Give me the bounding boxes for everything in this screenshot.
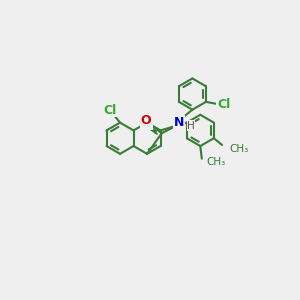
Text: N: N — [174, 116, 184, 128]
Text: CH₃: CH₃ — [206, 157, 226, 167]
Text: N: N — [142, 116, 152, 129]
Text: CH₃: CH₃ — [229, 143, 248, 154]
Text: Cl: Cl — [217, 98, 230, 111]
Text: Cl: Cl — [103, 104, 116, 117]
Text: H: H — [187, 121, 195, 130]
Text: O: O — [140, 114, 151, 127]
